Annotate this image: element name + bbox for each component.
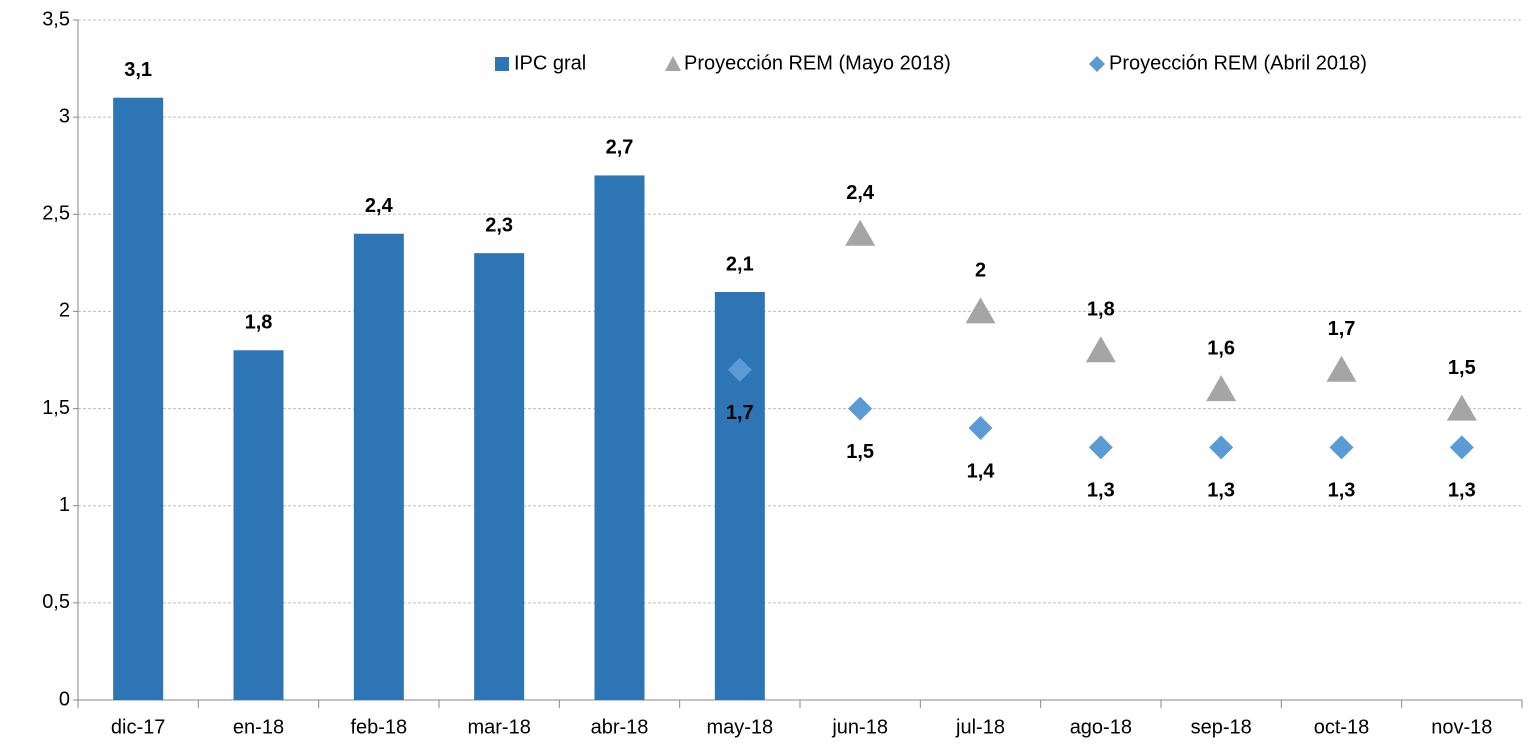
bar	[233, 350, 284, 700]
legend-swatch	[665, 56, 681, 71]
diamond-marker	[727, 357, 752, 382]
data-label: 1,6	[1207, 337, 1235, 359]
data-label: 2,4	[365, 195, 394, 217]
x-tick-label: ago-18	[1070, 716, 1132, 738]
x-tick-label: oct-18	[1314, 716, 1370, 738]
y-tick-label: 0	[59, 688, 70, 710]
bar	[474, 253, 525, 700]
bar	[113, 97, 164, 700]
y-tick-label: 3	[59, 105, 70, 127]
data-label: 2,7	[606, 137, 634, 159]
data-label: 1,8	[245, 312, 273, 334]
x-tick-label: mar-18	[467, 716, 530, 738]
x-tick-label: may-18	[706, 716, 773, 738]
triangle-marker	[845, 219, 876, 246]
diamond-marker	[1329, 435, 1354, 460]
legend-label: Proyección REM (Mayo 2018)	[684, 52, 951, 74]
triangle-marker	[1085, 336, 1116, 363]
triangle-marker	[965, 297, 996, 324]
y-tick-label: 2,5	[42, 203, 70, 225]
data-label: 1,3	[1087, 480, 1115, 502]
diamond-marker	[1088, 435, 1113, 460]
data-label: 1,5	[846, 441, 874, 463]
data-label: 1,3	[1207, 480, 1235, 502]
data-label: 2,3	[485, 214, 513, 236]
data-label: 2,1	[726, 253, 754, 275]
bar	[714, 292, 765, 700]
data-label: 1,5	[1448, 357, 1476, 379]
x-tick-label: dic-17	[111, 716, 165, 738]
data-label: 1,3	[1448, 480, 1476, 502]
x-tick-label: sep-18	[1191, 716, 1252, 738]
legend-label: Proyección REM (Abril 2018)	[1109, 52, 1367, 74]
x-tick-label: abr-18	[591, 716, 649, 738]
bar	[594, 175, 645, 700]
legend-swatch	[495, 57, 509, 71]
x-tick-label: en-18	[233, 716, 284, 738]
data-label: 1,7	[726, 402, 754, 424]
data-label: 1,8	[1087, 299, 1115, 321]
diamond-marker	[1449, 435, 1474, 460]
x-tick-label: nov-18	[1431, 716, 1492, 738]
y-tick-label: 1,5	[42, 397, 70, 419]
x-tick-label: jul-18	[955, 716, 1005, 738]
data-label: 2,4	[846, 182, 875, 204]
triangle-marker	[1326, 355, 1357, 382]
triangle-marker	[1446, 394, 1477, 421]
legend-swatch	[1089, 56, 1105, 72]
data-label: 3,1	[124, 59, 152, 81]
bar	[353, 233, 404, 700]
triangle-marker	[1206, 375, 1237, 402]
data-label: 1,3	[1328, 480, 1356, 502]
y-tick-label: 3,5	[42, 8, 70, 30]
x-tick-label: jun-18	[831, 716, 888, 738]
data-label: 2	[975, 260, 986, 282]
x-tick-label: feb-18	[350, 716, 407, 738]
y-tick-label: 2	[59, 300, 70, 322]
y-tick-label: 0,5	[42, 591, 70, 613]
legend-label: IPC gral	[514, 52, 586, 74]
data-label: 1,4	[967, 460, 996, 482]
diamond-marker	[848, 396, 873, 421]
diamond-marker	[968, 416, 993, 440]
y-tick-label: 1	[59, 494, 70, 516]
diamond-marker	[1209, 435, 1234, 460]
data-label: 1,7	[1328, 318, 1356, 340]
